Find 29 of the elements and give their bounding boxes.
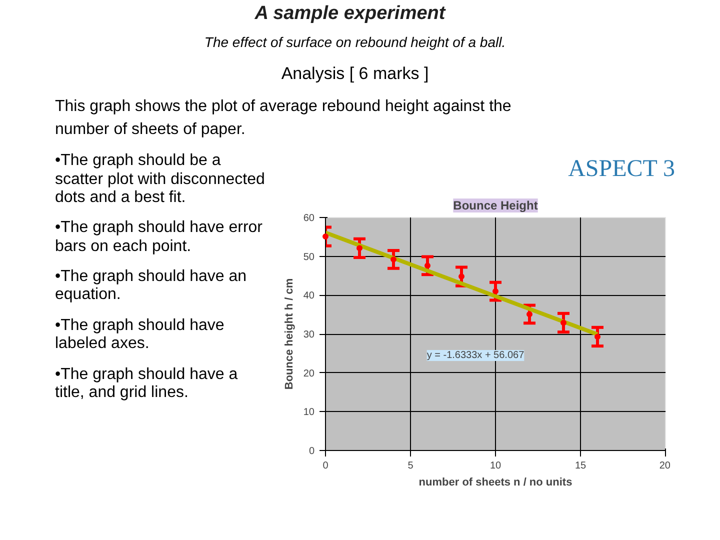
text: •The graph should have a title, and grid lines. [55,366,239,402]
annotation: y = -1.6333x + 56.067 [426,350,525,362]
y-tick-label: 60 [303,213,315,224]
y-tick-label: 10 [303,408,315,419]
text: Bounce Height [453,198,538,213]
text: •The graph should have an equation. [55,268,248,305]
x-tick-label: 5 [408,460,414,472]
y-tick-label: 0 [308,446,315,458]
chart-subtitle: The effect of surface on rebound height of a ball. [204,33,506,52]
x-axis-title: number of sheets n / no units [418,476,572,489]
text: •The graph should have error bars on each point. [55,219,264,256]
text: This graph shows the plot of average rebound height against the number of sheets of paper. [55,97,512,140]
x-tick-label: 20 [659,460,671,472]
y-tick-label: 40 [303,291,315,302]
text: ASPECT 3 [568,155,675,184]
chart-title: A sample experiment [254,2,446,26]
x-tick-label: 10 [490,460,502,472]
point [322,234,328,240]
x-tick-label: 15 [574,460,586,472]
text: Analysis [ 6 marks ] [281,63,429,86]
y-tick-label: 20 [303,368,315,380]
text: •The graph should be a scatter plot with disconnected dots and a best fit. [55,152,265,208]
y-tick-label: 50 [303,252,315,264]
x-tick-label: 0 [322,460,329,472]
y-tick-label: 30 [303,330,315,341]
y-axis-title: Bounce height h / cm [283,278,296,390]
point [492,288,498,295]
text: •The graph should have labeled axes. [55,316,226,354]
point [424,263,430,270]
